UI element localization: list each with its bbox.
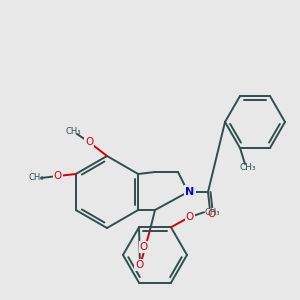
Text: CH₃: CH₃ — [65, 128, 81, 136]
Text: O: O — [140, 242, 148, 252]
Text: O: O — [85, 137, 93, 147]
Text: O: O — [54, 171, 62, 181]
Text: N: N — [185, 187, 195, 197]
Text: CH₃: CH₃ — [204, 208, 220, 217]
Text: CH₃: CH₃ — [28, 173, 44, 182]
Text: O: O — [135, 260, 143, 270]
Text: O: O — [208, 209, 216, 219]
Text: CH₃: CH₃ — [240, 164, 256, 172]
Text: O: O — [186, 212, 194, 222]
